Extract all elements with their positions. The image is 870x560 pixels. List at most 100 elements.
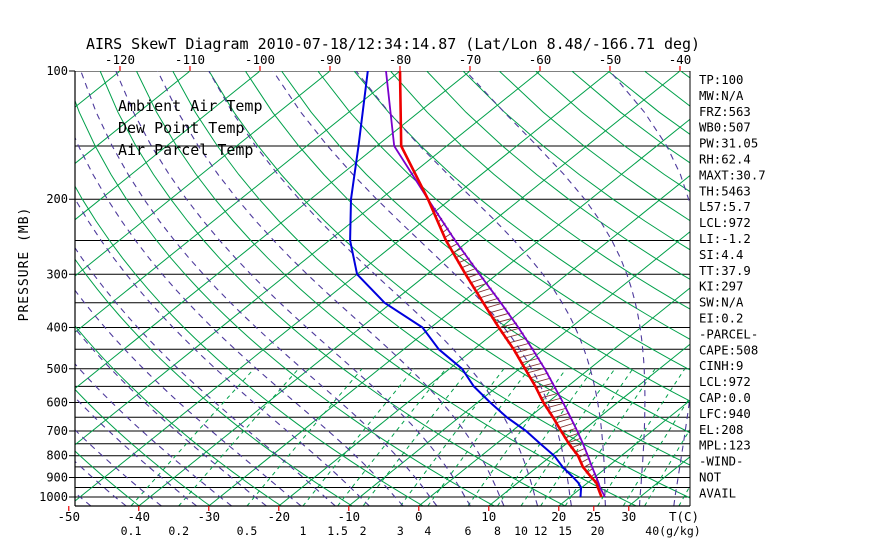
top-temp-label: -80 xyxy=(389,52,412,67)
legend-ambient-air-temp: Ambient Air Temp xyxy=(118,97,263,115)
mixing-ratio-unit-label: 40(g/kg) xyxy=(645,524,700,538)
top-temp-label: -110 xyxy=(175,52,205,67)
cape-hatch-segment xyxy=(537,387,557,394)
cape-hatch-segment xyxy=(491,312,511,319)
cape-hatch-segment xyxy=(531,377,552,384)
dry-adiabat-line xyxy=(75,185,424,507)
mixing-ratio-line xyxy=(427,368,530,507)
stat-line: CAPE:508 xyxy=(699,343,758,357)
isotherm-line xyxy=(558,399,690,507)
mixing-ratio-line xyxy=(678,485,690,507)
axes-frame-layer xyxy=(68,66,691,512)
stat-line: SW:N/A xyxy=(699,296,744,310)
stat-line: NOT xyxy=(699,471,722,485)
mixing-ratio-label: 0.5 xyxy=(237,524,258,538)
isotherm-line xyxy=(75,71,471,390)
cape-hatch-segment xyxy=(557,422,575,429)
mixing-ratio-label: 1.5 xyxy=(327,524,348,538)
isotherm-line xyxy=(75,71,191,165)
moist-adiabat-line xyxy=(609,71,690,507)
cape-hatch-segment xyxy=(548,407,568,414)
isotherm-line xyxy=(278,174,690,507)
mixing-ratio-label: 12 xyxy=(534,524,548,538)
dry-adiabat-line xyxy=(75,450,140,507)
moist-adiabat-line xyxy=(75,246,336,507)
bottom-temp-label: -20 xyxy=(267,509,290,524)
bottom-temp-label: -10 xyxy=(337,509,360,524)
top-temp-label: -100 xyxy=(245,52,275,67)
dry-adiabat-line xyxy=(498,71,690,222)
mixing-ratio-label: 3 xyxy=(397,524,404,538)
moist-adiabat-line xyxy=(75,327,267,507)
dry-adiabat-line xyxy=(390,71,690,310)
dry-adiabat-line xyxy=(0,71,68,506)
dry-adiabat-line xyxy=(317,71,690,371)
cape-hatch-segment xyxy=(520,357,540,364)
cape-hatch-segment xyxy=(481,297,500,304)
cape-hatch-segment xyxy=(539,392,560,399)
mixing-ratio-label: 6 xyxy=(464,524,471,538)
mixing-ratio-label: 2 xyxy=(360,524,367,538)
mixing-ratio-line xyxy=(497,368,594,507)
dry-adiabat-line xyxy=(281,71,690,402)
dry-adiabat-line xyxy=(135,71,637,507)
dry-adiabat-line xyxy=(244,71,690,434)
moist-adiabat-line xyxy=(208,71,539,507)
mixing-ratio-line xyxy=(130,368,255,507)
isotherm-line xyxy=(75,71,611,502)
isotherm-line xyxy=(208,118,690,507)
mixing-ratio-label: 8 xyxy=(494,524,501,538)
cape-hatch-segment xyxy=(500,327,521,334)
stat-line: LCL:972 xyxy=(699,375,751,389)
cape-hatch-segment xyxy=(528,372,549,379)
mixing-ratio-label: 0.2 xyxy=(168,524,189,538)
stat-line: RH:62.4 xyxy=(699,153,751,167)
dewpoint-curve xyxy=(349,71,583,498)
cape-hatch-segment xyxy=(560,427,578,434)
bottom-temp-label: 10 xyxy=(481,509,496,524)
cape-hatch-segment xyxy=(475,287,492,294)
dry-adiabat-line xyxy=(353,71,690,340)
cape-hatch-segment xyxy=(545,402,565,409)
pressure-tick-label: 500 xyxy=(46,362,68,376)
bottom-temp-label: 0 xyxy=(415,509,423,524)
bottom-temp-label: -30 xyxy=(197,509,220,524)
moist-adiabat-line xyxy=(75,491,92,507)
isotherm-line xyxy=(75,71,541,446)
legend-air-parcel-temp: Air Parcel Temp xyxy=(118,141,253,159)
mixing-ratio-line xyxy=(246,368,363,507)
pressure-axis-title: PRESSURE (MB) xyxy=(17,207,32,322)
top-temp-label: -60 xyxy=(529,52,552,67)
bottom-temp-label: -50 xyxy=(57,509,80,524)
isotherm-line xyxy=(75,71,401,333)
cape-hatch-segment xyxy=(526,367,546,374)
mixing-ratio-line xyxy=(644,428,690,507)
moist-adiabat-line xyxy=(75,363,233,507)
cape-hatch-segment xyxy=(511,342,531,349)
mixing-ratio-line xyxy=(622,396,690,507)
stat-line: LFC:940 xyxy=(699,407,751,421)
bottom-temp-label: 30 xyxy=(621,509,636,524)
moist-adiabat-line xyxy=(75,136,404,507)
mixing-ratio-label: 10 xyxy=(514,524,528,538)
moist-adiabat-line xyxy=(75,197,370,507)
cape-hatch-segment xyxy=(514,347,534,354)
cape-hatch-segment xyxy=(551,412,570,419)
cape-hatch-segment xyxy=(478,292,496,299)
stat-line: -WIND- xyxy=(699,455,743,469)
mixing-ratio-label: 4 xyxy=(424,524,431,538)
mixing-ratio-label: 1 xyxy=(299,524,306,538)
pressure-tick-label: 400 xyxy=(46,320,68,334)
stat-line: FRZ:563 xyxy=(699,105,751,119)
stat-line: SI:4.4 xyxy=(699,248,743,262)
moist-adiabat-line xyxy=(355,71,606,507)
dry-adiabat-line xyxy=(99,71,566,507)
pressure-tick-label: 900 xyxy=(46,471,68,485)
bottom-temp-label: 20 xyxy=(551,509,566,524)
mixing-ratio-label: 15 xyxy=(558,524,572,538)
cape-hatch-segment xyxy=(494,317,514,324)
mixing-ratio-line xyxy=(399,368,505,507)
pressure-tick-label: 300 xyxy=(46,267,68,281)
bottom-temp-label: 25 xyxy=(586,509,601,524)
mixing-ratio-label: 0.1 xyxy=(121,524,142,538)
